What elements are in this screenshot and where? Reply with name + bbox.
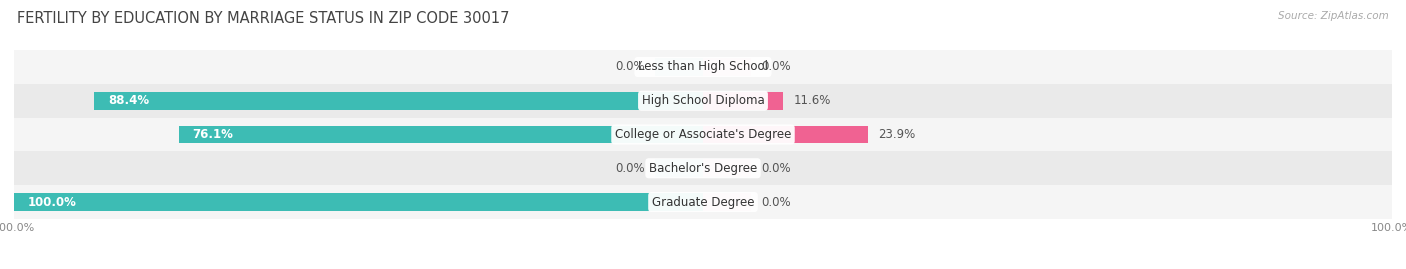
Bar — [94, 92, 703, 109]
Bar — [655, 58, 703, 76]
Text: 0.0%: 0.0% — [762, 61, 792, 73]
Bar — [14, 50, 1392, 84]
Text: 88.4%: 88.4% — [108, 94, 149, 107]
Text: Source: ZipAtlas.com: Source: ZipAtlas.com — [1278, 11, 1389, 21]
Text: 0.0%: 0.0% — [762, 196, 792, 208]
Text: 0.0%: 0.0% — [614, 162, 644, 175]
Bar — [703, 58, 751, 76]
Text: Graduate Degree: Graduate Degree — [652, 196, 754, 208]
Text: Less than High School: Less than High School — [638, 61, 768, 73]
Bar — [179, 126, 703, 143]
Text: 76.1%: 76.1% — [193, 128, 233, 141]
Text: Bachelor's Degree: Bachelor's Degree — [650, 162, 756, 175]
Bar — [655, 160, 703, 177]
Text: 0.0%: 0.0% — [762, 162, 792, 175]
Text: College or Associate's Degree: College or Associate's Degree — [614, 128, 792, 141]
Text: 0.0%: 0.0% — [614, 61, 644, 73]
Bar — [14, 193, 703, 211]
Bar — [14, 185, 1392, 219]
Bar — [703, 92, 783, 109]
Bar — [14, 84, 1392, 118]
Bar — [703, 126, 868, 143]
Bar — [703, 160, 751, 177]
Text: 11.6%: 11.6% — [793, 94, 831, 107]
Bar — [703, 193, 751, 211]
Bar — [14, 151, 1392, 185]
Text: High School Diploma: High School Diploma — [641, 94, 765, 107]
Text: 100.0%: 100.0% — [28, 196, 77, 208]
Text: 23.9%: 23.9% — [877, 128, 915, 141]
Text: FERTILITY BY EDUCATION BY MARRIAGE STATUS IN ZIP CODE 30017: FERTILITY BY EDUCATION BY MARRIAGE STATU… — [17, 11, 509, 26]
Bar — [14, 118, 1392, 151]
